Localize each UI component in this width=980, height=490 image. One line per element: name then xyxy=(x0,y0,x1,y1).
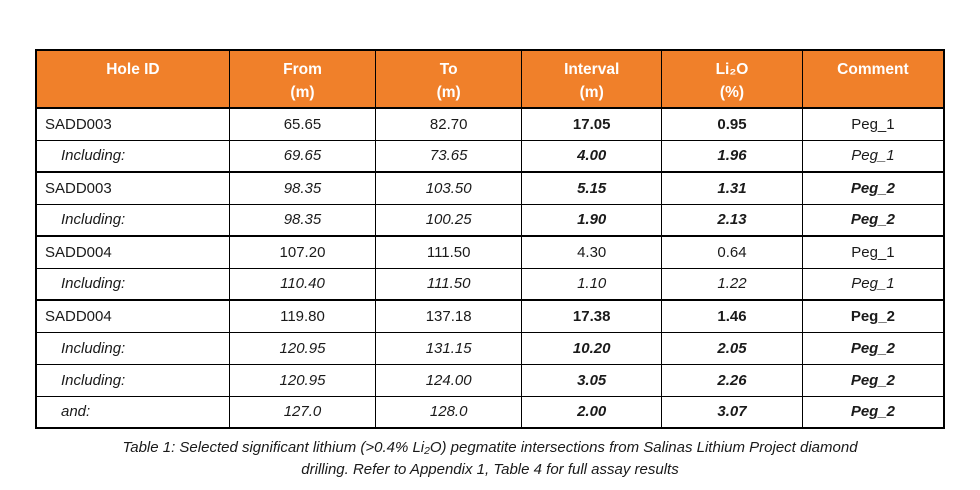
table-cell: Including: xyxy=(35,363,230,397)
table-row: and: 127.0 128.0 2.00 3.07 Peg_2 xyxy=(35,395,945,429)
table-row: Including: 110.40 111.50 1.10 1.22 Peg_1 xyxy=(35,267,945,301)
table-cell: SADD003 xyxy=(35,171,230,205)
column-header-from: From (m) xyxy=(228,49,377,109)
table-cell: 103.50 xyxy=(375,171,523,205)
table-cell: Peg_2 xyxy=(801,395,945,429)
assay-results-table: Hole ID From (m) To (m) Interval (m) Li₂O (%) Co… xyxy=(35,49,945,429)
table-caption: Table 1: Selected significant lithium (>… xyxy=(0,437,980,481)
table-row: SADD003 65.65 82.70 17.05 0.95 Peg_1 xyxy=(35,107,945,141)
table-cell: Peg_2 xyxy=(801,203,945,237)
table-row: Including: 98.35 100.25 1.90 2.13 Peg_2 xyxy=(35,203,945,237)
table-cell: Peg_1 xyxy=(801,267,945,301)
table-header-row: Hole ID From (m) To (m) Interval (m) Li₂O (%) Co… xyxy=(35,49,945,109)
table-row: SADD004 107.20 111.50 4.30 0.64 Peg_1 xyxy=(35,235,945,269)
table-cell: 2.26 xyxy=(661,363,803,397)
table-row: Including: 120.95 131.15 10.20 2.05 Peg_2 xyxy=(35,331,945,365)
table-cell: 5.15 xyxy=(521,171,663,205)
table-cell: 3.05 xyxy=(521,363,663,397)
table-row: Including: 120.95 124.00 3.05 2.26 Peg_2 xyxy=(35,363,945,397)
table-cell: 2.05 xyxy=(661,331,803,365)
table-cell: 124.00 xyxy=(375,363,523,397)
table-cell: 2.13 xyxy=(661,203,803,237)
table-cell: 137.18 xyxy=(375,299,523,333)
table-cell: 0.95 xyxy=(661,107,803,141)
table-cell: and: xyxy=(35,395,230,429)
table-cell: 111.50 xyxy=(375,235,523,269)
column-header-comment: Comment xyxy=(801,49,945,109)
table-cell: 110.40 xyxy=(228,267,377,301)
table-cell: 0.64 xyxy=(661,235,803,269)
table-cell: Including: xyxy=(35,331,230,365)
table-cell: 120.95 xyxy=(228,331,377,365)
table-cell: SADD003 xyxy=(35,107,230,141)
table-cell: 98.35 xyxy=(228,171,377,205)
table-cell: 1.22 xyxy=(661,267,803,301)
table-cell: SADD004 xyxy=(35,299,230,333)
table-cell: 1.46 xyxy=(661,299,803,333)
table-cell: 127.0 xyxy=(228,395,377,429)
table-cell: 131.15 xyxy=(375,331,523,365)
table-cell: 10.20 xyxy=(521,331,663,365)
table-cell: Peg_1 xyxy=(801,107,945,141)
table-cell: Including: xyxy=(35,139,230,173)
table-cell: 1.90 xyxy=(521,203,663,237)
table-cell: 82.70 xyxy=(375,107,523,141)
table-caption-line-1: Table 1: Selected significant lithium (>… xyxy=(122,439,858,456)
table-cell: 2.00 xyxy=(521,395,663,429)
table-cell: 4.00 xyxy=(521,139,663,173)
table-cell: SADD004 xyxy=(35,235,230,269)
table-cell: Peg_2 xyxy=(801,331,945,365)
column-header-li-o: Li₂O (%) xyxy=(661,49,803,109)
column-header-to: To (m) xyxy=(375,49,523,109)
table-cell: 4.30 xyxy=(521,235,663,269)
table-cell: 98.35 xyxy=(228,203,377,237)
table-row: SADD003 98.35 103.50 5.15 1.31 Peg_2 xyxy=(35,171,945,205)
column-header-interval: Interval (m) xyxy=(521,49,663,109)
table-cell: 1.10 xyxy=(521,267,663,301)
table-cell: 73.65 xyxy=(375,139,523,173)
table-cell: 1.96 xyxy=(661,139,803,173)
table-cell: Including: xyxy=(35,267,230,301)
table-cell: 119.80 xyxy=(228,299,377,333)
table-cell: 3.07 xyxy=(661,395,803,429)
table-cell: 65.65 xyxy=(228,107,377,141)
table-cell: 100.25 xyxy=(375,203,523,237)
table-cell: 120.95 xyxy=(228,363,377,397)
table-cell: 1.31 xyxy=(661,171,803,205)
table-row: Including: 69.65 73.65 4.00 1.96 Peg_1 xyxy=(35,139,945,173)
table-cell: 17.38 xyxy=(521,299,663,333)
column-header-hole-id: Hole ID xyxy=(35,49,230,109)
table-cell: 107.20 xyxy=(228,235,377,269)
table-row: SADD004 119.80 137.18 17.38 1.46 Peg_2 xyxy=(35,299,945,333)
table-cell: Peg_2 xyxy=(801,171,945,205)
table-cell: Peg_1 xyxy=(801,235,945,269)
table-cell: 17.05 xyxy=(521,107,663,141)
table-cell: 111.50 xyxy=(375,267,523,301)
table-cell: 69.65 xyxy=(228,139,377,173)
table-header: Hole ID From (m) To (m) Interval (m) Li₂O (%) Co… xyxy=(35,49,945,109)
table-caption-line-2: drilling. Refer to Appendix 1, Table 4 f… xyxy=(301,461,679,478)
table-cell: Peg_1 xyxy=(801,139,945,173)
table-cell: Peg_2 xyxy=(801,299,945,333)
table-cell: 128.0 xyxy=(375,395,523,429)
table-body: SADD003 65.65 82.70 17.05 0.95 Peg_1 Including… xyxy=(35,107,945,429)
table-cell: Peg_2 xyxy=(801,363,945,397)
table-cell: Including: xyxy=(35,203,230,237)
